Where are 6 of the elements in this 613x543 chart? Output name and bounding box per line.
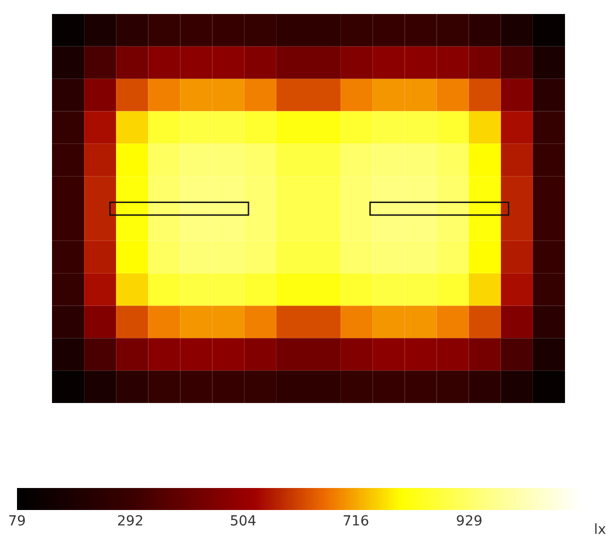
color-bar-label: 292 [118, 515, 142, 526]
color-bar-label: 929 [456, 515, 482, 526]
color-bar-label: 504 [230, 515, 256, 526]
color-bar-label: 716 [344, 515, 368, 526]
color-bar-label: 79 [9, 515, 25, 526]
color-bar-title: lx [595, 523, 606, 534]
